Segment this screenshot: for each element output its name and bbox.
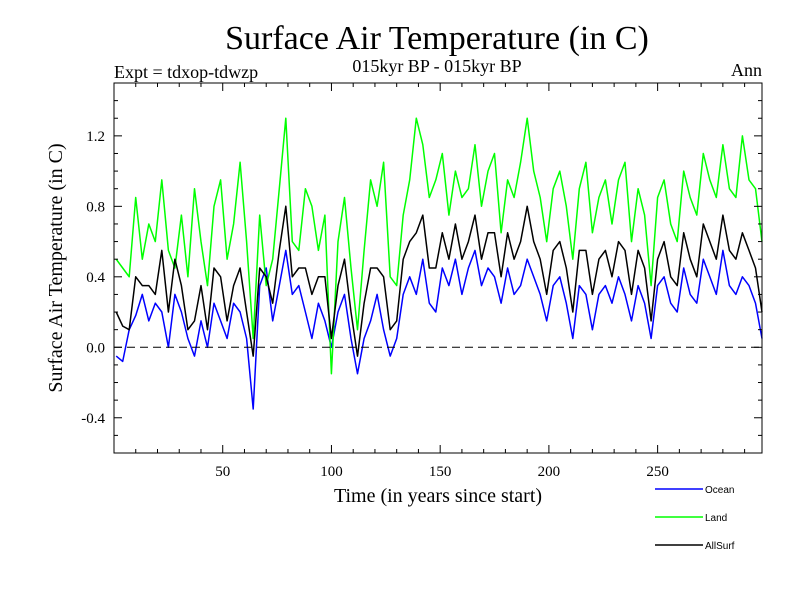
- y-tick-label: 0.8: [86, 199, 105, 215]
- x-tick-label: 150: [429, 464, 452, 480]
- legend-label-land: Land: [705, 513, 727, 524]
- x-tick-label: 100: [320, 464, 343, 480]
- chart-subtitle: 015kyr BP - 015kyr BP: [352, 56, 521, 76]
- legend-label-ocean: Ocean: [705, 485, 734, 496]
- x-tick-label: 200: [538, 464, 561, 480]
- series-line-allsurf: [115, 205, 763, 357]
- x-axis-label: Time (in years since start): [334, 485, 542, 507]
- series-line-land: [115, 117, 763, 375]
- series-line-ocean: [115, 249, 763, 410]
- y-tick-label: 0.0: [86, 340, 105, 356]
- y-tick-label: 0.4: [86, 270, 105, 286]
- legend-label-allsurf: AllSurf: [705, 541, 735, 552]
- season-label: Ann: [731, 60, 762, 80]
- plot-frame: [113, 82, 763, 454]
- y-tick-label: -0.4: [81, 411, 105, 427]
- experiment-label: Expt = tdxop-tdwzp: [114, 62, 258, 82]
- y-axis-label: Surface Air Temperature (in C): [45, 143, 67, 392]
- chart-title: Surface Air Temperature (in C): [225, 20, 649, 57]
- series-lines: [115, 117, 763, 410]
- x-tick-label: 250: [646, 464, 669, 480]
- legend: Ocean Land AllSurf: [655, 485, 735, 552]
- y-tick-label: 1.2: [86, 129, 105, 145]
- x-tick-label: 50: [215, 464, 230, 480]
